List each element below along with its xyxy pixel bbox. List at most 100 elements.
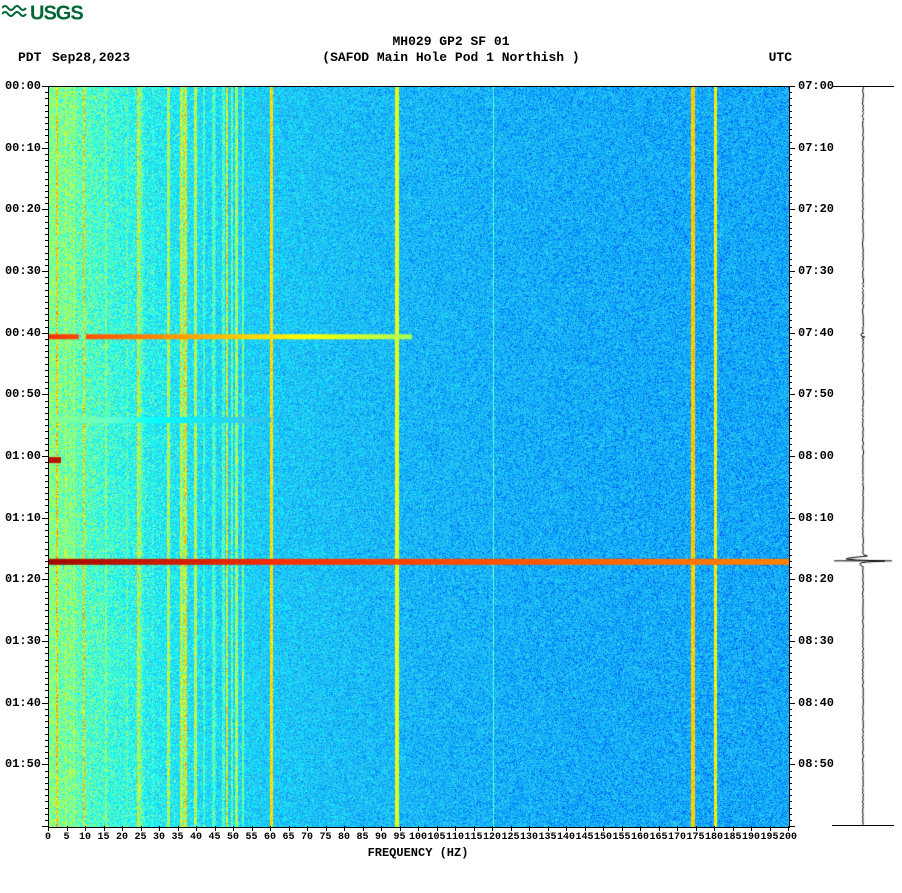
y-tick — [45, 814, 48, 815]
y-tick — [45, 629, 48, 630]
y-tick — [789, 771, 792, 772]
y-tick — [789, 623, 792, 624]
y-tick — [789, 777, 792, 778]
y-tick — [45, 222, 48, 223]
y-tick — [789, 573, 792, 574]
y-tick — [45, 413, 48, 414]
y-tick — [45, 468, 48, 469]
y-tick — [789, 592, 792, 593]
y-tick — [789, 228, 792, 229]
y-tick — [45, 746, 48, 747]
x-label: 130 — [520, 832, 538, 843]
y-tick — [789, 814, 792, 815]
y-tick — [789, 795, 792, 796]
x-label: 65 — [282, 832, 294, 843]
y-tick — [789, 135, 792, 136]
spectrogram-plot — [48, 86, 790, 828]
y-tick — [45, 740, 48, 741]
y-tick — [789, 752, 792, 753]
y-tick — [789, 357, 792, 358]
y-tick — [45, 653, 48, 654]
y-tick — [789, 758, 792, 759]
y-tick — [789, 413, 792, 414]
y-tick — [789, 129, 792, 130]
y-tick — [45, 678, 48, 679]
y-tick — [789, 438, 792, 439]
y-tick — [789, 703, 795, 704]
y-label-right: 07:50 — [798, 387, 834, 401]
y-tick — [789, 425, 792, 426]
x-tick — [233, 826, 234, 831]
y-tick — [789, 333, 795, 334]
y-tick — [789, 197, 792, 198]
x-label: 165 — [649, 832, 667, 843]
y-tick — [45, 462, 48, 463]
x-label: 200 — [779, 832, 797, 843]
y-tick — [789, 727, 792, 728]
y-label-right: 08:00 — [798, 449, 834, 463]
y-tick — [789, 203, 792, 204]
y-tick — [789, 302, 792, 303]
y-tick — [45, 154, 48, 155]
y-tick — [45, 246, 48, 247]
y-tick — [45, 160, 48, 161]
y-tick — [45, 253, 48, 254]
x-tick — [788, 826, 789, 831]
y-tick — [789, 789, 792, 790]
y-tick — [45, 660, 48, 661]
chart-title-2: (SAFOD Main Hole Pod 1 Northish ) — [0, 50, 902, 65]
y-label-right: 07:10 — [798, 141, 834, 155]
y-label-left: 01:00 — [3, 449, 41, 463]
y-label-left: 01:30 — [3, 634, 41, 648]
y-tick — [789, 401, 792, 402]
x-axis-title: FREQUENCY (HZ) — [48, 846, 788, 860]
waveform-side-panel — [832, 86, 894, 826]
y-tick — [45, 111, 48, 112]
x-tick — [48, 826, 49, 831]
y-tick — [789, 98, 792, 99]
y-tick — [789, 475, 792, 476]
y-tick — [45, 647, 48, 648]
y-tick — [789, 579, 795, 580]
y-tick — [789, 462, 792, 463]
y-tick — [45, 444, 48, 445]
y-tick — [45, 191, 48, 192]
y-label-right: 08:10 — [798, 511, 834, 525]
y-tick — [42, 579, 48, 580]
y-tick — [45, 234, 48, 235]
y-tick — [45, 92, 48, 93]
x-tick — [363, 826, 364, 831]
y-tick — [45, 789, 48, 790]
y-tick — [789, 684, 792, 685]
y-label-right: 07:00 — [798, 79, 834, 93]
y-tick — [789, 179, 792, 180]
y-tick — [789, 382, 792, 383]
y-tick — [45, 598, 48, 599]
y-tick — [789, 419, 792, 420]
y-label-right: 08:40 — [798, 696, 834, 710]
spectrogram-canvas — [49, 87, 789, 827]
x-tick — [511, 826, 512, 831]
y-tick — [789, 105, 792, 106]
y-tick — [45, 709, 48, 710]
x-tick — [418, 826, 419, 831]
y-tick — [45, 105, 48, 106]
x-label: 50 — [227, 832, 239, 843]
y-tick — [789, 364, 792, 365]
panel-border — [832, 825, 894, 826]
y-tick — [789, 586, 792, 587]
y-tick — [789, 123, 792, 124]
y-label-left: 01:20 — [3, 572, 41, 586]
y-tick — [42, 641, 48, 642]
x-label: 140 — [557, 832, 575, 843]
y-tick — [789, 240, 792, 241]
y-label-right: 07:30 — [798, 264, 834, 278]
y-tick — [789, 277, 792, 278]
x-tick — [696, 826, 697, 831]
x-tick — [141, 826, 142, 831]
y-tick — [45, 376, 48, 377]
y-tick — [789, 265, 792, 266]
y-tick — [789, 283, 792, 284]
y-tick — [45, 801, 48, 802]
y-tick — [789, 635, 792, 636]
